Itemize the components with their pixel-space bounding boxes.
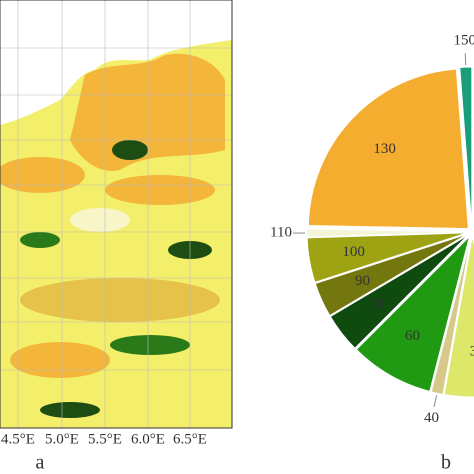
slice-label: 130 — [373, 141, 396, 157]
map-region — [0, 157, 85, 193]
pie-slice — [329, 234, 469, 349]
slice-label: 100 — [342, 244, 365, 260]
map: 4.5°E 5.0°E 5.5°E 6.0°E 6.5°E a — [0, 0, 233, 474]
pie-slice — [306, 232, 468, 283]
panel-label: b — [441, 452, 451, 474]
map-urban — [70, 208, 130, 232]
leader-line — [433, 395, 438, 408]
slice-label: 110 — [270, 225, 292, 241]
map-sea — [0, 0, 232, 125]
map-region — [20, 278, 220, 322]
pie-slice — [430, 236, 472, 395]
map-forest — [112, 140, 148, 160]
lon-label: 6.0°E — [131, 431, 165, 447]
lon-label: 5.5°E — [88, 431, 122, 447]
map-border — [0, 0, 233, 429]
pie-slice — [314, 233, 468, 317]
map-region — [70, 53, 225, 171]
map-region — [10, 342, 110, 378]
pie-slice — [443, 236, 474, 398]
slice-label: 70 — [370, 297, 385, 313]
slice-label: 90 — [355, 273, 370, 289]
slice-label: 60 — [405, 328, 420, 344]
slice-label: 30 — [470, 344, 474, 360]
panel-label: a — [36, 452, 45, 474]
slice-label: 150 — [454, 33, 474, 49]
lon-label: 5.0°E — [45, 431, 79, 447]
pie-slice — [307, 68, 469, 230]
map-region — [105, 175, 215, 205]
map-grid — [0, 0, 232, 428]
map-forest — [110, 335, 190, 355]
pie-slice — [306, 228, 468, 238]
pie-slice — [355, 234, 471, 392]
map-forest — [40, 402, 100, 418]
map-forest — [20, 232, 60, 248]
slice-label: 40 — [424, 410, 439, 426]
pie-slice — [459, 66, 473, 228]
lon-label: 6.5°E — [173, 431, 207, 447]
lon-label: 4.5°E — [1, 431, 35, 447]
